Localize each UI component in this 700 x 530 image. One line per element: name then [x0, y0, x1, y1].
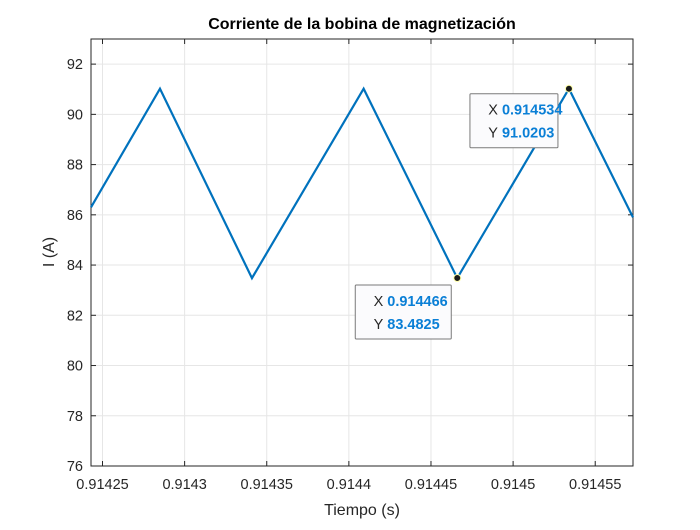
x-tick-label: 0.9145 — [491, 477, 535, 493]
axes-box — [90, 38, 634, 467]
datatip-x-value: 0.914534 — [502, 103, 562, 119]
datatip-x-key: X — [488, 103, 498, 119]
datatip-marker — [564, 84, 573, 93]
datatip-y-key: Y — [374, 317, 384, 333]
x-tick-label: 0.9144 — [327, 477, 371, 493]
y-tick-label: 80 — [67, 359, 83, 375]
y-tick-label: 82 — [67, 308, 83, 324]
y-tick-label: 88 — [67, 158, 83, 174]
datatip-x-key: X — [374, 294, 384, 310]
x-tick-label: 0.9143 — [162, 477, 206, 493]
datatip-y-value: 91.0203 — [502, 126, 554, 142]
datatip-box — [469, 93, 559, 149]
x-tick-label: 0.91445 — [405, 477, 457, 493]
y-tick-label: 84 — [67, 258, 83, 274]
datatip-marker — [453, 274, 462, 283]
datatip-box — [354, 284, 452, 340]
datatip-y-value: 83.4825 — [387, 317, 439, 333]
ticks: 0.91425 0.9143 0.91435 0.9144 0.91445 0.9145 0… — [67, 39, 633, 493]
x-axis-label: Tiempo (s) — [324, 502, 400, 519]
y-axis-label: I (A) — [41, 237, 58, 267]
x-tick-label: 0.91455 — [569, 477, 621, 493]
datatip-y-key: Y — [488, 126, 498, 142]
chart-title: Corriente de la bobina de magnetización — [208, 16, 516, 33]
y-tick-label: 92 — [67, 57, 83, 73]
datatip-x-value: 0.914466 — [387, 294, 447, 310]
y-tick-label: 78 — [67, 409, 83, 425]
y-tick-label: 86 — [67, 208, 83, 224]
x-tick-label: 0.91435 — [241, 477, 293, 493]
x-tick-label: 0.91425 — [76, 477, 128, 493]
y-tick-label: 90 — [67, 107, 83, 123]
y-tick-label: 76 — [67, 459, 83, 475]
